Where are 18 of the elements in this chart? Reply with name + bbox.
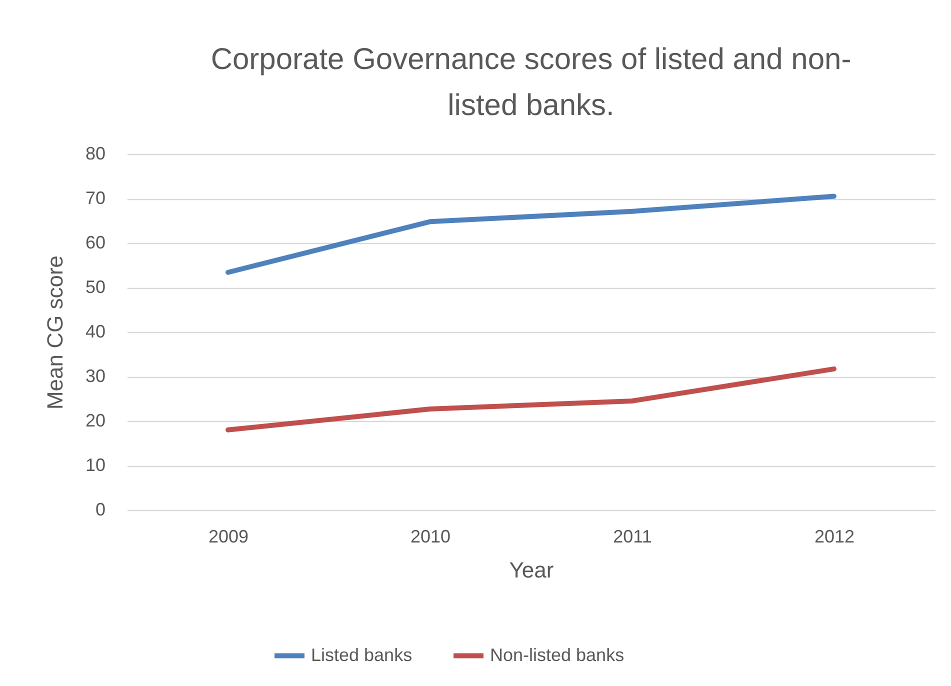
x-axis-title: Year (509, 558, 554, 582)
x-tick-label: 2012 (814, 526, 855, 546)
y-tick-label: 80 (85, 144, 106, 164)
legend-label: Listed banks (311, 644, 412, 665)
y-tick-label: 10 (85, 455, 106, 475)
x-tick-label: 2010 (410, 526, 451, 546)
y-tick-label: 0 (95, 500, 106, 520)
y-tick-label: 70 (85, 188, 106, 208)
x-tick-label: 2011 (613, 526, 652, 546)
y-tick-label: 30 (85, 366, 106, 386)
legend-label: Non-listed banks (490, 644, 624, 665)
y-tick-label: 20 (85, 410, 106, 430)
x-tick-label: 2009 (208, 526, 249, 546)
y-tick-label: 50 (85, 277, 106, 297)
y-axis-title: Mean CG score (42, 255, 68, 410)
y-tick-label: 40 (85, 322, 106, 342)
chart-title: Corporate Governance scores of listed and non-listed banks. (210, 43, 852, 122)
y-tick-label: 60 (85, 232, 106, 252)
